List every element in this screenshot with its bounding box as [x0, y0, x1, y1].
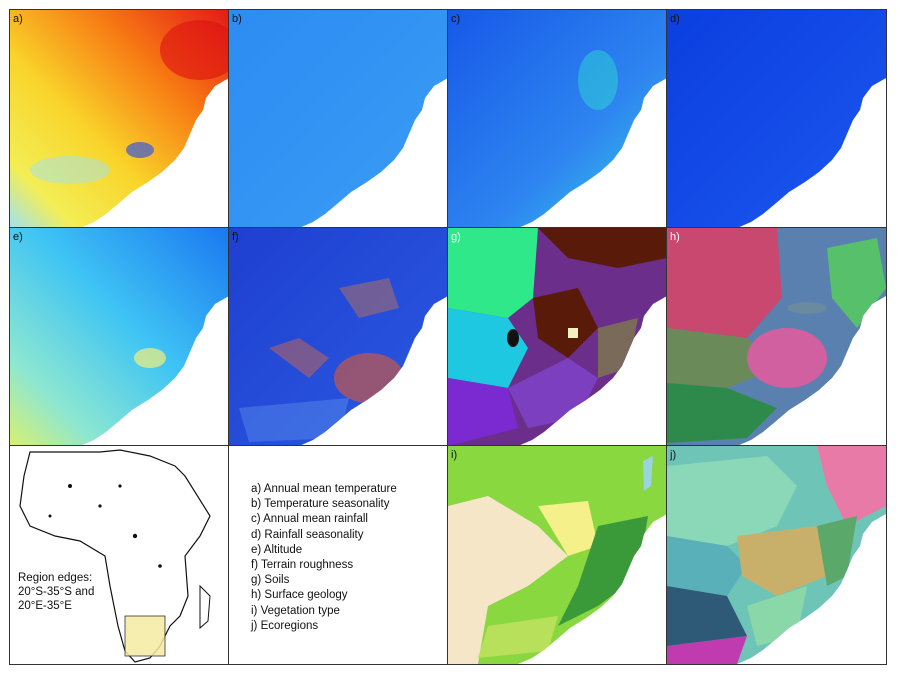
terrain-roughness-map	[229, 228, 448, 446]
temperature-seasonality-map	[229, 10, 448, 228]
vegetation-map	[448, 446, 667, 664]
legend-item: j) Ecoregions	[251, 619, 319, 632]
ecoregions-map	[667, 446, 886, 664]
panel-annual-mean-rainfall: c)	[447, 9, 668, 229]
panel-terrain-roughness: f)	[228, 227, 449, 447]
panel-altitude: e)	[9, 227, 230, 447]
legend-item: d) Rainfall seasonality	[251, 528, 364, 541]
legend-list: a) Annual mean temperature b) Temperatur…	[251, 482, 397, 634]
panel-label: b)	[232, 13, 242, 25]
panel-vegetation-type: i)	[447, 445, 668, 665]
legend-item: i) Vegetation type	[251, 604, 340, 617]
soils-map	[448, 228, 667, 446]
figure-grid: a) b) c) d) e)	[9, 9, 887, 665]
legend-item: h) Surface geology	[251, 589, 348, 602]
panel-legend: a) Annual mean temperature b) Temperatur…	[228, 445, 449, 665]
temperature-map	[10, 10, 229, 228]
panel-inset-africa-map: Region edges: 20°S-35°S and 20°E-35°E	[9, 445, 230, 665]
legend-item: a) Annual mean temperature	[251, 483, 397, 495]
panel-label: e)	[13, 231, 23, 243]
legend-item: f) Terrain roughness	[251, 559, 354, 572]
panel-label: j)	[670, 449, 677, 461]
africa-outline-map	[19, 449, 211, 663]
panel-soils: g)	[447, 227, 668, 447]
panel-annual-mean-temperature: a)	[9, 9, 230, 229]
study-region-box	[124, 615, 166, 657]
panel-label: g)	[451, 231, 461, 243]
panel-label: d)	[670, 13, 680, 25]
panel-rainfall-seasonality: d)	[666, 9, 887, 229]
panel-label: c)	[451, 13, 461, 25]
legend-item: b) Temperature seasonality	[251, 498, 390, 511]
legend-item: g) Soils	[251, 574, 290, 587]
panel-surface-geology: h)	[666, 227, 887, 447]
rainfall-seasonality-map	[667, 10, 886, 228]
legend-item: e) Altitude	[251, 543, 303, 556]
panel-label: a)	[13, 13, 23, 25]
region-edges-label: Region edges: 20°S-35°S and 20°E-35°E	[18, 572, 95, 612]
panel-ecoregions: j)	[666, 445, 887, 665]
panel-temperature-seasonality: b)	[228, 9, 449, 229]
rainfall-map	[448, 10, 667, 228]
panel-label: f)	[232, 231, 239, 243]
legend-item: c) Annual mean rainfall	[251, 513, 368, 526]
panel-label: h)	[670, 231, 680, 243]
altitude-map	[10, 228, 229, 446]
surface-geology-map	[667, 228, 886, 446]
panel-label: i)	[451, 449, 458, 461]
